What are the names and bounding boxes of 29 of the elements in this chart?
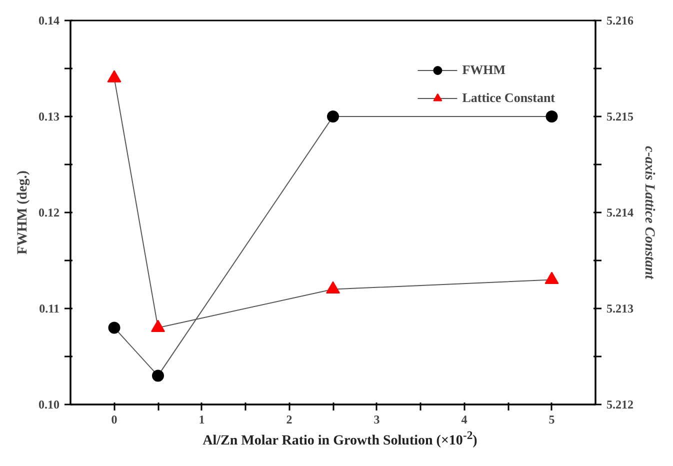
x-tick-label: 1 — [198, 412, 205, 426]
y2-tick-label: 5.212 — [606, 398, 634, 412]
y2-tick-label: 5.215 — [606, 110, 634, 124]
point — [546, 110, 558, 122]
x-tick-label: 2 — [286, 412, 292, 426]
point — [327, 110, 339, 122]
y-axis-title: FWHM (deg.) — [16, 170, 30, 254]
y2-axis-title: c-axis Lattice Constant — [642, 146, 656, 280]
x-axis-title: Al/Zn Molar Ratio in Growth Solution (×10$^{-2}$) — [202, 428, 478, 451]
point — [544, 272, 559, 284]
y-tick-label: 0.14 — [38, 14, 60, 28]
point — [152, 370, 164, 382]
legend-label: Lattice Constant — [462, 90, 555, 106]
x-tick-label: 4 — [461, 412, 468, 426]
legend-label: FWHM — [462, 62, 506, 78]
x-tick-label: 3 — [374, 412, 380, 426]
y-tick-label: 0.10 — [38, 398, 60, 412]
x-tick-label: 0 — [111, 412, 118, 426]
y2-tick-label: 5.216 — [606, 14, 634, 28]
point — [326, 281, 340, 294]
x-tick-label: 5 — [548, 412, 555, 426]
y-tick-label: 0.12 — [38, 206, 60, 220]
y-tick-label: 0.11 — [39, 302, 60, 316]
point — [151, 320, 165, 332]
y2-tick-label: 5.213 — [606, 302, 634, 316]
y-tick-label: 0.13 — [38, 110, 60, 124]
y2-tick-label: 5.214 — [606, 206, 634, 220]
point — [108, 322, 120, 334]
point — [107, 70, 122, 82]
